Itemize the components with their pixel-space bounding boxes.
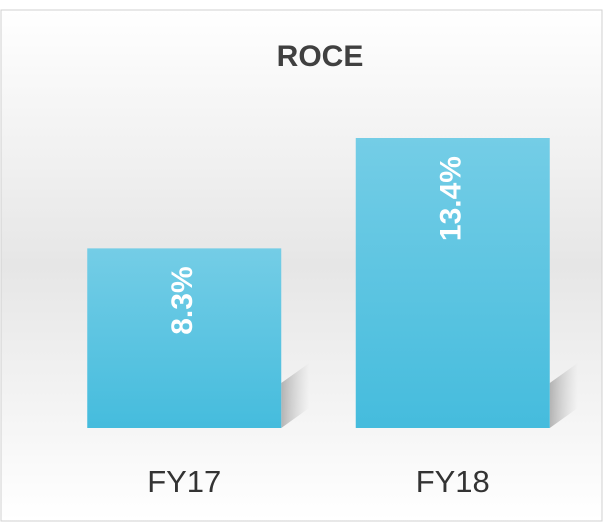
bar xyxy=(87,248,282,428)
x-tick-label: FY17 xyxy=(147,464,221,499)
bar-shadow xyxy=(281,363,310,428)
bar xyxy=(355,138,550,428)
chart-title: ROCE xyxy=(277,40,364,73)
data-label: 13.4% xyxy=(435,156,468,241)
data-label: 8.3% xyxy=(166,266,199,334)
bar-shadow xyxy=(549,363,578,428)
x-tick-label: FY18 xyxy=(416,464,490,499)
